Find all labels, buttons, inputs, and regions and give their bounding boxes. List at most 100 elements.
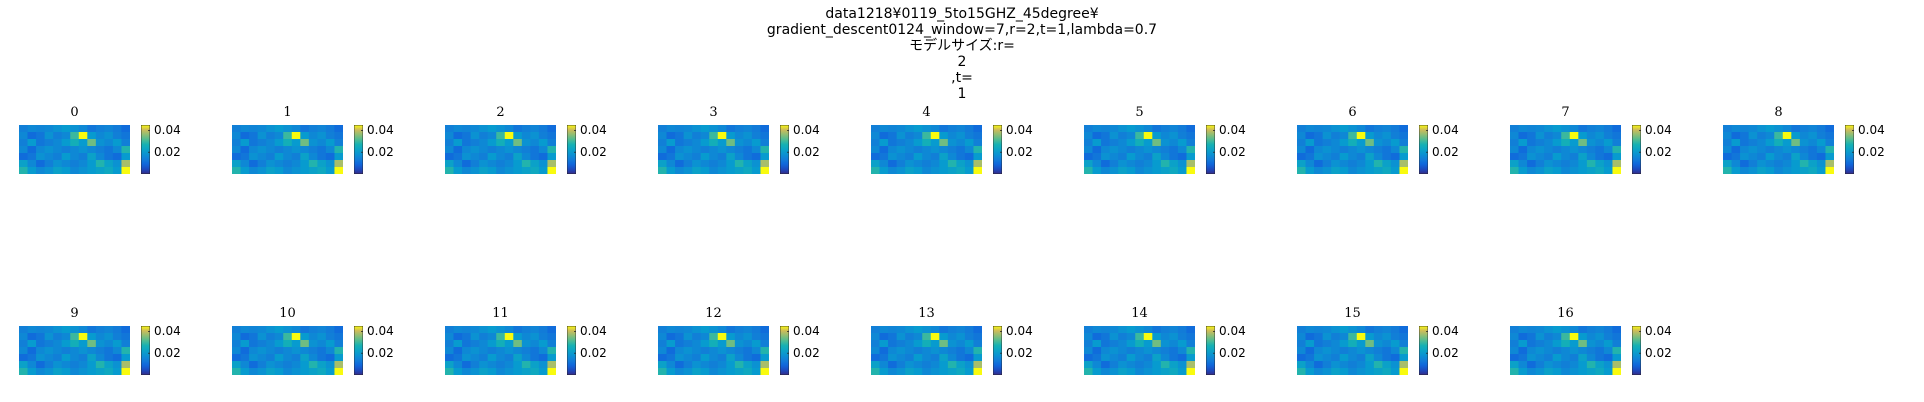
heatmap-cell <box>283 354 293 362</box>
heatmap-cell <box>308 361 318 369</box>
heatmap-cell <box>1169 153 1179 161</box>
heatmap-cell <box>300 146 310 154</box>
heatmap-cell <box>504 160 514 168</box>
heatmap-cell <box>871 160 881 168</box>
heatmap-cell <box>1186 139 1195 147</box>
heatmap-cell <box>692 340 702 348</box>
heatmap-cell <box>1569 125 1579 133</box>
heatmap-cell <box>658 132 668 140</box>
heatmap-cell <box>1305 139 1315 147</box>
heatmap-cell <box>95 146 105 154</box>
heatmap-cell <box>913 167 923 174</box>
heatmap-cell <box>1135 160 1145 168</box>
heatmap-plot <box>1723 125 1834 174</box>
heatmap-cell <box>956 340 966 348</box>
heatmap-cell <box>257 347 267 355</box>
heatmap-cell <box>487 146 497 154</box>
heatmap-cell <box>1186 361 1195 369</box>
heatmap-cell <box>726 146 736 154</box>
heatmap-cell <box>896 153 906 161</box>
heatmap-cell <box>1527 333 1537 341</box>
heatmap-cell <box>1399 132 1408 140</box>
heatmap-cell <box>1535 347 1545 355</box>
heatmap-cell <box>19 153 29 161</box>
heatmap-cell <box>27 167 37 174</box>
heatmap-cell <box>1390 333 1400 341</box>
heatmap-cell <box>1561 153 1571 161</box>
heatmap-cell <box>1177 146 1187 154</box>
heatmap-cell <box>717 326 727 334</box>
heatmap-cell <box>1757 139 1767 147</box>
heatmap-cell <box>896 368 906 375</box>
heatmap-cell <box>283 153 293 161</box>
heatmap-cell <box>751 160 761 168</box>
heatmap-plot <box>1510 125 1621 174</box>
heatmap-cell <box>1297 326 1307 334</box>
heatmap-cell <box>1510 361 1520 369</box>
heatmap-cell <box>1373 326 1383 334</box>
heatmap-cell <box>240 354 250 362</box>
heatmap-cell <box>734 340 744 348</box>
heatmap-cell <box>1152 361 1162 369</box>
heatmap-cell <box>1782 146 1792 154</box>
heatmap-cell <box>1569 132 1579 140</box>
heatmap-cell <box>939 368 949 375</box>
heatmap-cell <box>1118 354 1128 362</box>
heatmap-cell <box>1084 333 1094 341</box>
heatmap-cell <box>487 139 497 147</box>
heatmap-cell <box>240 153 250 161</box>
heatmap-cell <box>1373 368 1383 375</box>
heatmap-cell <box>1186 146 1195 154</box>
heatmap-cell <box>751 361 761 369</box>
heatmap-cell <box>334 160 343 168</box>
heatmap-cell <box>317 368 327 375</box>
heatmap-cell <box>1740 132 1750 140</box>
heatmap-cell <box>325 146 335 154</box>
heatmap-cell <box>726 153 736 161</box>
heatmap-cell <box>1126 132 1136 140</box>
title-line-5: ,t= <box>951 70 973 86</box>
heatmap-cell <box>905 132 915 140</box>
heatmap-cell <box>1373 160 1383 168</box>
heatmap-cell <box>1544 361 1554 369</box>
heatmap-cell <box>888 139 898 147</box>
heatmap-cell <box>888 340 898 348</box>
heatmap-cell <box>1152 347 1162 355</box>
heatmap-cell <box>1152 160 1162 168</box>
heatmap-cell <box>283 132 293 140</box>
heatmap-cell <box>760 340 769 348</box>
heatmap-cell <box>513 368 523 375</box>
heatmap-cell <box>1578 167 1588 174</box>
heatmap-cell <box>709 125 719 133</box>
colorbar-tick-label: 0.02 <box>1432 346 1459 361</box>
heatmap-cell <box>913 326 923 334</box>
heatmap-cell <box>479 340 489 348</box>
heatmap-cell <box>1757 146 1767 154</box>
heatmap-cell <box>1535 333 1545 341</box>
heatmap-cell <box>445 167 455 174</box>
heatmap-cell <box>760 160 769 168</box>
heatmap-cell <box>36 132 46 140</box>
heatmap-cell <box>1084 368 1094 375</box>
title-line-3: モデルサイズ:r= <box>909 38 1015 54</box>
heatmap-cell <box>1390 167 1400 174</box>
heatmap-cell <box>44 146 54 154</box>
heatmap-cell <box>1569 347 1579 355</box>
heatmap-cell <box>871 153 881 161</box>
heatmap-cell <box>1535 361 1545 369</box>
heatmap-cell <box>104 153 114 161</box>
heatmap-cell <box>317 167 327 174</box>
heatmap-cell <box>504 125 514 133</box>
heatmap-cell <box>1152 167 1162 174</box>
heatmap-plot <box>871 125 982 174</box>
heatmap-cell <box>1382 340 1392 348</box>
heatmap-cell <box>70 340 80 348</box>
heatmap-cell <box>470 146 480 154</box>
heatmap-cell <box>964 340 974 348</box>
heatmap-cell <box>521 132 531 140</box>
heatmap-cell <box>1399 125 1408 133</box>
heatmap-cell <box>274 354 284 362</box>
heatmap-cell <box>300 326 310 334</box>
heatmap-cell <box>1757 153 1767 161</box>
heatmap-cell <box>1612 153 1621 161</box>
